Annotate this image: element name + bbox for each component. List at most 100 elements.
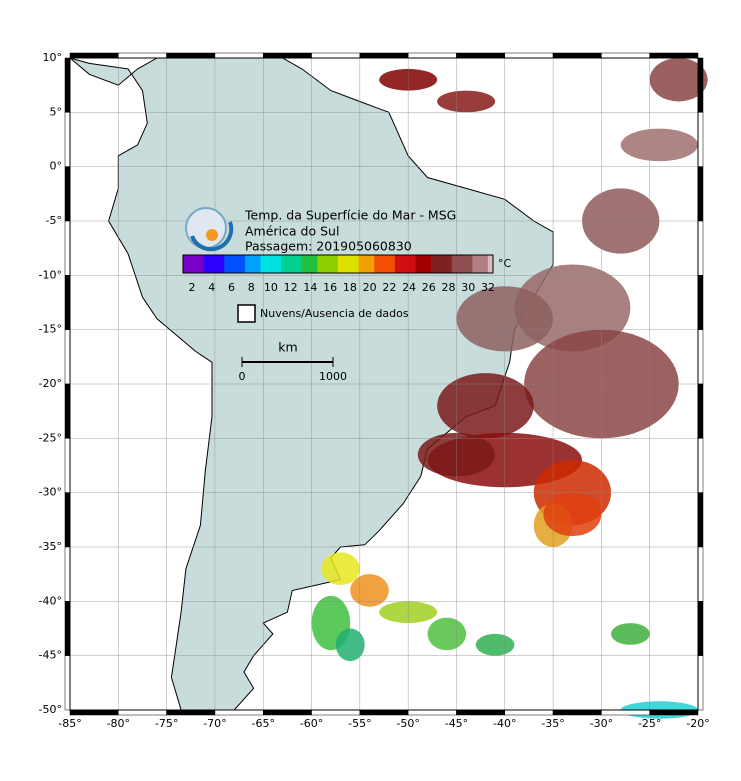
colorbar-frame xyxy=(182,254,494,274)
frame-segment xyxy=(69,52,119,59)
colorbar-cell xyxy=(307,255,313,273)
colorbar-unit: °C xyxy=(498,257,512,270)
colorbar-cell xyxy=(425,255,432,273)
sst-patch xyxy=(649,57,708,102)
scale-unit: km xyxy=(278,340,297,355)
colorbar-cell xyxy=(183,255,189,273)
colorbar-cell xyxy=(353,255,360,273)
frame-segment xyxy=(64,383,71,439)
frame-segment xyxy=(64,166,71,222)
colorbar-cell xyxy=(193,255,199,273)
lat-label: 10° xyxy=(43,51,63,64)
colorbar-tick-label: 12 xyxy=(284,281,298,294)
colorbar-cell xyxy=(270,255,277,273)
frame-segment xyxy=(64,655,71,711)
colorbar-tick-label: 20 xyxy=(363,281,377,294)
sst-patch xyxy=(620,128,698,162)
frame-segment xyxy=(64,492,71,548)
sst-patch xyxy=(321,552,360,586)
frame-segment xyxy=(697,220,704,276)
sst-patch xyxy=(335,628,365,662)
lat-label: -30° xyxy=(39,486,62,499)
frame-segment xyxy=(359,709,409,716)
colorbar-cell xyxy=(456,255,463,273)
colorbar-cell xyxy=(436,255,442,273)
frame-segment xyxy=(697,546,704,602)
frame-segment xyxy=(697,166,704,222)
frame-segment xyxy=(262,52,312,59)
colorbar-cell xyxy=(338,255,344,273)
scale-label: 1000 xyxy=(319,370,347,383)
frame-segment xyxy=(649,52,699,59)
logo xyxy=(185,207,227,249)
frame-segment xyxy=(407,709,457,716)
colorbar-cell xyxy=(281,255,287,273)
colorbar-cell xyxy=(369,255,375,273)
frame-segment xyxy=(118,709,167,716)
lon-label: -30° xyxy=(590,717,613,730)
colorbar-cell xyxy=(462,255,468,273)
colorbar-tick-label: 14 xyxy=(303,281,317,294)
colorbar-tick-label: 22 xyxy=(382,281,396,294)
lat-label: -25° xyxy=(39,431,62,444)
frame-segment xyxy=(601,52,650,59)
frame-segment xyxy=(649,709,699,716)
sst-patch xyxy=(437,90,496,113)
frame-segment xyxy=(456,52,506,59)
title-line: Temp. da Superfície do Mar - MSG xyxy=(244,208,456,223)
colorbar-cell xyxy=(276,255,282,273)
colorbar-cell xyxy=(214,255,220,273)
frame-segment xyxy=(166,52,216,59)
info-panel: Temp. da Superfície do Mar - MSG América… xyxy=(182,207,512,383)
colorbar-cell xyxy=(410,255,416,273)
frame-segment xyxy=(64,220,71,276)
lon-label: -55° xyxy=(348,717,371,730)
frame-segment xyxy=(504,52,554,59)
colorbar-cell xyxy=(219,255,225,273)
frame-segment xyxy=(311,709,361,716)
lat-label: 5° xyxy=(50,105,63,118)
colorbar-cell xyxy=(374,255,380,273)
frame-segment xyxy=(64,329,71,385)
colorbar-cell xyxy=(441,255,447,273)
scale-label: 0 xyxy=(239,370,246,383)
frame-segment xyxy=(697,601,704,656)
lon-label: -75° xyxy=(155,717,178,730)
frame-segment xyxy=(697,492,704,548)
colorbar-cell xyxy=(317,255,323,273)
colorbar-cell xyxy=(451,255,458,273)
colorbar-cell xyxy=(358,255,365,273)
colorbar-cell xyxy=(250,255,256,273)
frame-segment xyxy=(214,52,264,59)
colorbar-cell xyxy=(477,255,484,273)
pass-line: Passagem: 201905060830 xyxy=(245,239,412,254)
colorbar-cell xyxy=(208,255,215,273)
colorbar-tick-label: 28 xyxy=(442,281,456,294)
frame-segment xyxy=(64,601,71,656)
colorbar-tick-label: 8 xyxy=(248,281,255,294)
colorbar-cell xyxy=(296,255,303,273)
colorbar-cell xyxy=(291,255,298,273)
frame-segment xyxy=(262,709,312,716)
frame-segment xyxy=(504,709,554,716)
colorbar-tick-label: 30 xyxy=(461,281,475,294)
frame-segment xyxy=(214,709,264,716)
lat-label: -20° xyxy=(39,377,62,390)
frame-segment xyxy=(697,329,704,385)
frame-segment xyxy=(456,709,506,716)
legend-swatch xyxy=(237,304,256,323)
frame-segment xyxy=(697,383,704,439)
lon-label: -80° xyxy=(107,717,130,730)
lat-label: -45° xyxy=(39,649,62,662)
frame-segment xyxy=(697,57,704,113)
colorbar-cell xyxy=(286,255,292,273)
logo-dot xyxy=(206,229,218,241)
lon-label: -50° xyxy=(396,717,419,730)
frame-segment xyxy=(697,438,704,493)
lon-label: -60° xyxy=(300,717,323,730)
sst-patch xyxy=(437,373,534,439)
subtitle-line: América do Sul xyxy=(245,224,339,239)
colorbar-cell xyxy=(405,255,411,273)
frame-segment xyxy=(359,52,409,59)
